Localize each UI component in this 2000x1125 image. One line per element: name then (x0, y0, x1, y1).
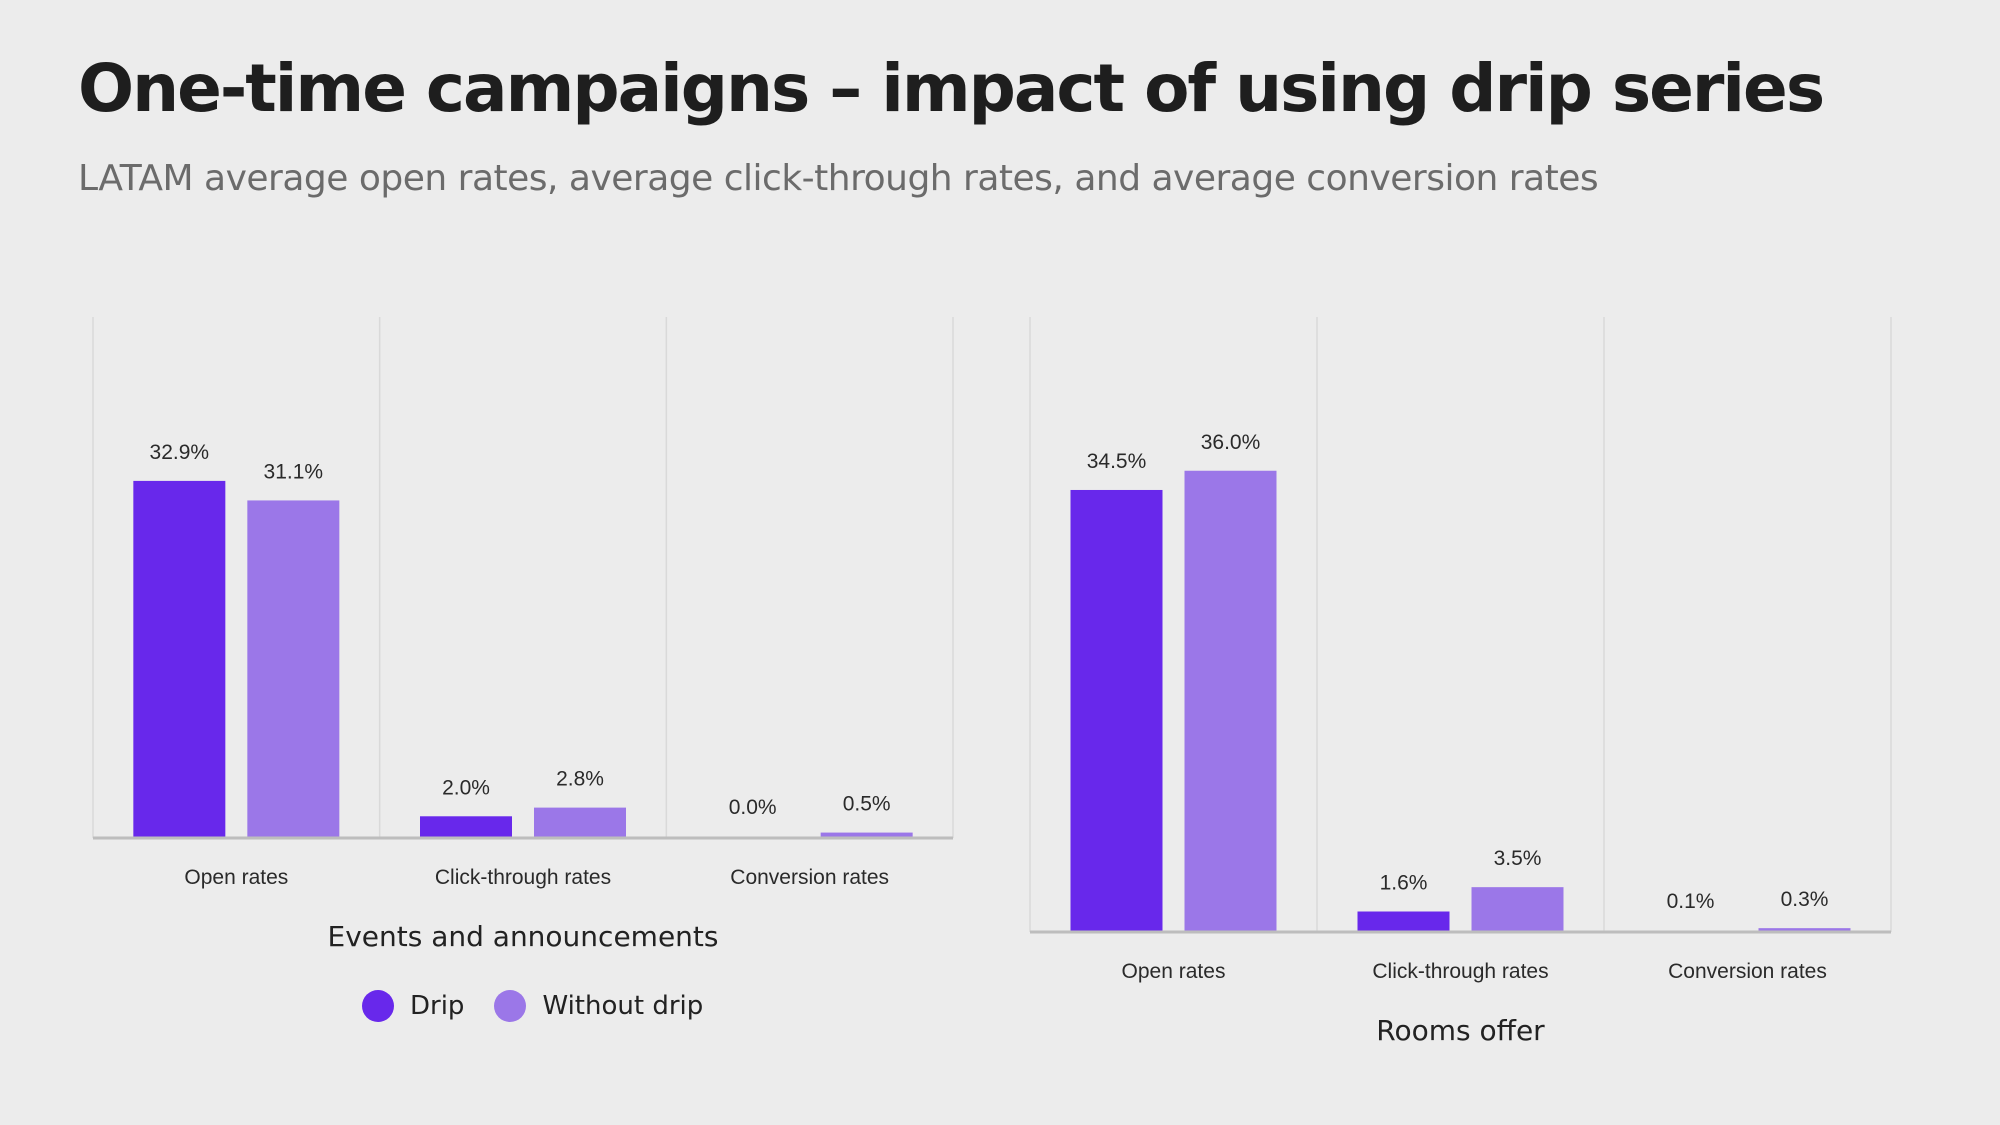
category-label: Open rates (1122, 960, 1226, 983)
chart-events-and-announcements: 32.9% 31.1% Open rates 2.0% 2.8% Click-throug… (92, 317, 954, 953)
category-label: Conversion rates (1668, 960, 1827, 983)
bar-without-drip-click-through-rates[interactable] (534, 807, 626, 838)
legend-label: Without drip (542, 991, 704, 1021)
category-label: Click-through rates (435, 866, 611, 889)
bar-without-drip-click-through-rates[interactable] (1471, 887, 1564, 932)
chart-title: Events and announcements (328, 920, 719, 953)
chart-rooms-offer: 34.5% 36.0% Open rates 1.6% 3.5% Click-throug… (1029, 317, 1892, 1047)
data-label: 0.1% (1667, 890, 1715, 913)
legend-item-drip[interactable]: Drip (362, 990, 464, 1022)
data-label: 32.9% (150, 441, 210, 464)
data-label: 34.5% (1087, 450, 1147, 473)
legend-swatch-drip (362, 990, 394, 1022)
bar-without-drip-conversion-rates[interactable] (820, 832, 913, 838)
bar-drip-click-through-rates[interactable] (420, 816, 512, 838)
bar-without-drip-conversion-rates[interactable] (1758, 928, 1851, 932)
legend-swatch-without-drip (494, 990, 527, 1022)
data-label: 3.5% (1494, 847, 1542, 870)
data-label: 2.8% (556, 768, 604, 791)
legend-label: Drip (410, 991, 465, 1021)
category-label: Click-through rates (1372, 960, 1548, 983)
data-label: 2.0% (442, 776, 490, 799)
bar-drip-open-rates[interactable] (133, 480, 226, 838)
bar-drip-open-rates[interactable] (1070, 489, 1163, 932)
bar-drip-click-through-rates[interactable] (1357, 911, 1450, 933)
data-label: 0.3% (1781, 888, 1829, 911)
data-label: 31.1% (264, 460, 324, 483)
legend-item-without-drip[interactable]: Without drip (494, 990, 703, 1022)
page-title: One-time campaigns – impact of using dri… (78, 50, 1825, 127)
chart-title: Rooms offer (1376, 1014, 1545, 1047)
data-label: 1.6% (1380, 872, 1428, 895)
category-label: Open rates (184, 866, 288, 889)
data-label: 0.0% (729, 796, 777, 819)
data-label: 0.5% (843, 793, 891, 816)
legend: Drip Without drip (362, 990, 733, 1022)
bar-without-drip-open-rates[interactable] (247, 500, 340, 838)
page-subtitle: LATAM average open rates, average click-… (78, 158, 1599, 199)
category-label: Conversion rates (730, 866, 889, 889)
data-label: 36.0% (1201, 431, 1261, 454)
bar-without-drip-open-rates[interactable] (1184, 470, 1277, 932)
